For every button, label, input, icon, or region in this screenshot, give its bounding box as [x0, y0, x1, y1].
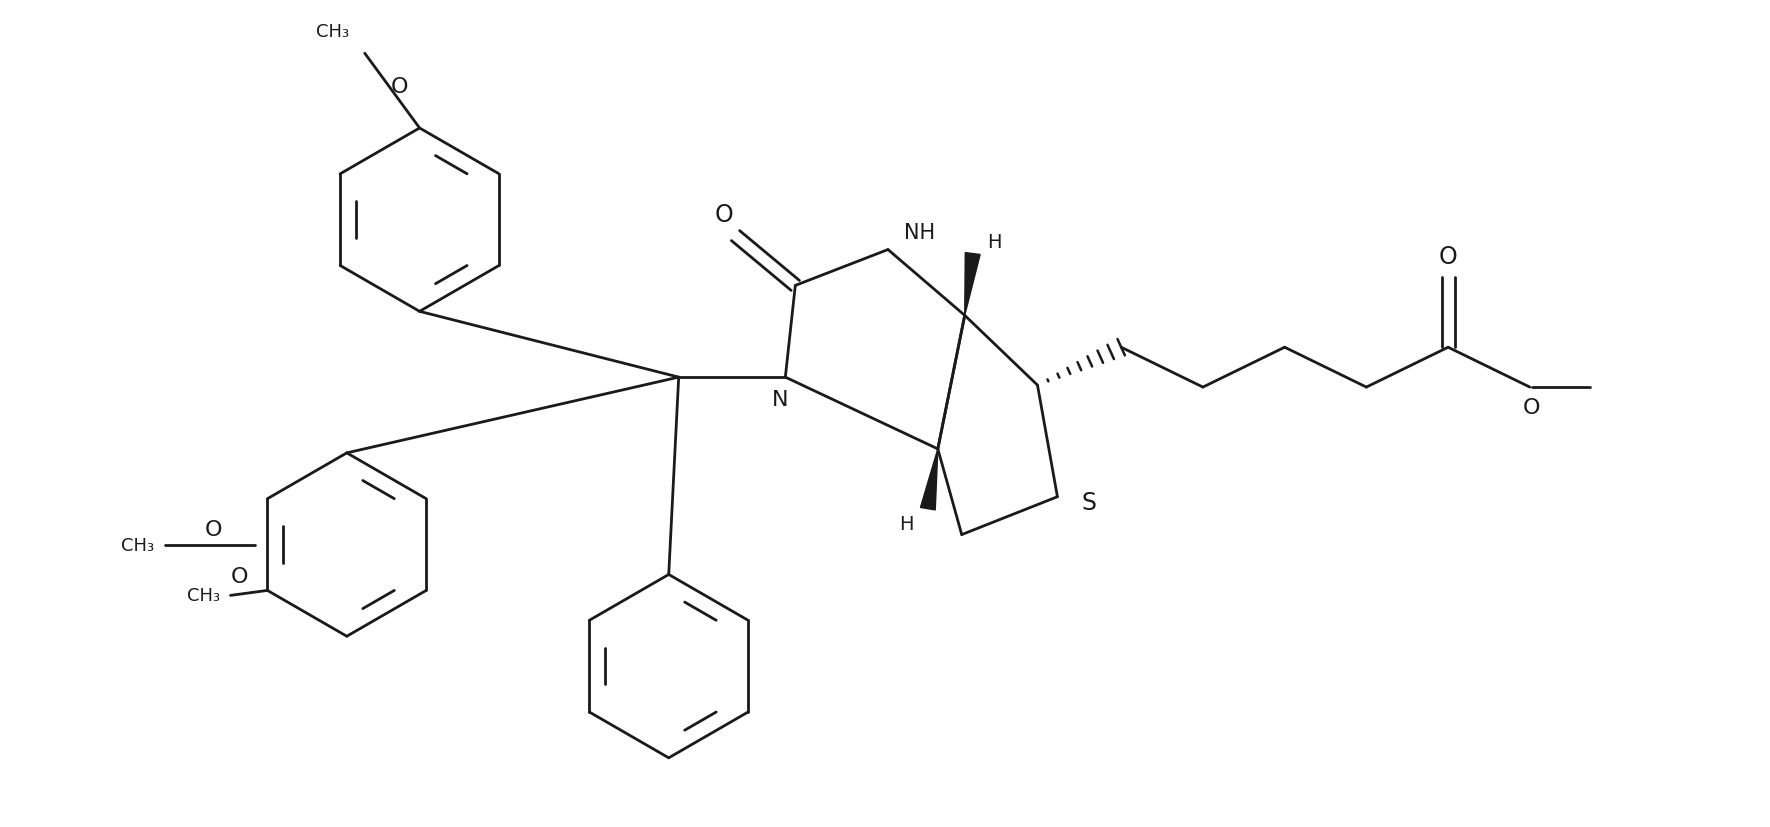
Text: CH₃: CH₃ [188, 586, 219, 605]
Text: O: O [1439, 244, 1457, 268]
Text: O: O [713, 203, 733, 227]
Text: H: H [988, 232, 1002, 251]
Text: O: O [391, 77, 407, 97]
Polygon shape [965, 253, 981, 316]
Polygon shape [920, 449, 938, 510]
Text: O: O [230, 566, 248, 586]
Text: NH: NH [904, 222, 936, 242]
Text: N: N [772, 390, 789, 409]
Text: CH₃: CH₃ [317, 23, 349, 41]
Text: S: S [1081, 490, 1097, 514]
Text: O: O [205, 519, 221, 539]
Text: H: H [899, 514, 913, 533]
Text: O: O [1522, 398, 1540, 418]
Text: CH₃: CH₃ [120, 536, 154, 554]
